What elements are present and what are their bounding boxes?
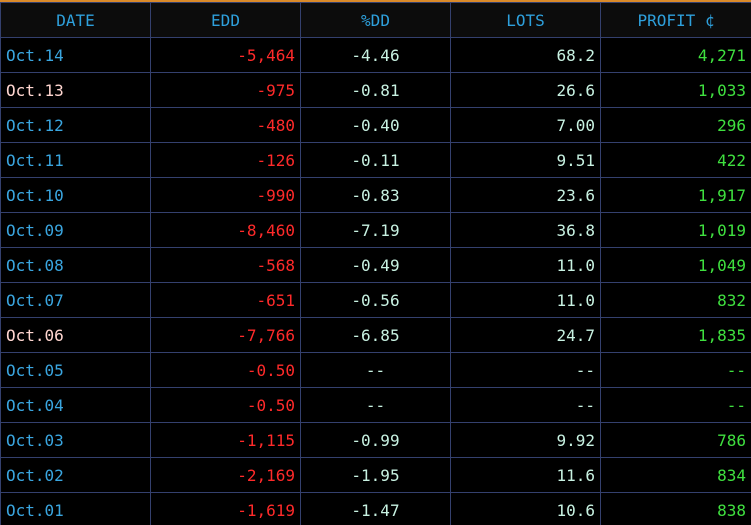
column-header: DATE [0, 2, 151, 38]
table-body: Oct.14 -5,464 -4.46 68.2 4,271 Oct.13 -975 -0.8… [0, 37, 751, 525]
table-cell: -- [300, 387, 451, 423]
table-cell: -- [600, 387, 751, 423]
table-cell: 422 [600, 142, 751, 178]
table-cell: -0.81 [300, 72, 451, 108]
table-cell: 9.92 [450, 422, 601, 458]
header-row: DATE EDD %DD LOTS PROFIT ¢ [0, 2, 751, 38]
table-cell: -0.40 [300, 107, 451, 143]
table-row: Oct.14 -5,464 -4.46 68.2 4,271 [0, 37, 751, 73]
table-cell: -0.49 [300, 247, 451, 283]
table-cell: -8,460 [150, 212, 301, 248]
table-row: Oct.10 -990 -0.83 23.6 1,917 [0, 177, 751, 213]
table-cell: -0.99 [300, 422, 451, 458]
table-cell: -0.11 [300, 142, 451, 178]
table-cell: 68.2 [450, 37, 601, 73]
table-cell: -6.85 [300, 317, 451, 353]
table-cell: Oct.05 [0, 352, 151, 388]
table-cell: -568 [150, 247, 301, 283]
table-row: Oct.13 -975 -0.81 26.6 1,033 [0, 72, 751, 108]
table-row: Oct.03 -1,115 -0.99 9.92 786 [0, 422, 751, 458]
table-cell: -1.95 [300, 457, 451, 493]
table-cell: 26.6 [450, 72, 601, 108]
table-cell: -5,464 [150, 37, 301, 73]
column-header: %DD [300, 2, 451, 38]
table-cell: 24.7 [450, 317, 601, 353]
table-cell: Oct.12 [0, 107, 151, 143]
table-cell: 1,019 [600, 212, 751, 248]
table-cell: 1,835 [600, 317, 751, 353]
column-header: PROFIT ¢ [600, 2, 751, 38]
table-cell: Oct.10 [0, 177, 151, 213]
table-cell: 23.6 [450, 177, 601, 213]
table-cell: -7,766 [150, 317, 301, 353]
table-cell: 296 [600, 107, 751, 143]
table-cell: Oct.09 [0, 212, 151, 248]
table-cell: 10.6 [450, 492, 601, 525]
table-cell: -7.19 [300, 212, 451, 248]
table-cell: -480 [150, 107, 301, 143]
table-cell: -651 [150, 282, 301, 318]
table-row: Oct.01 -1,619 -1.47 10.6 838 [0, 492, 751, 525]
table-cell: 1,917 [600, 177, 751, 213]
table-row: Oct.02 -2,169 -1.95 11.6 834 [0, 457, 751, 493]
table-row: Oct.08 -568 -0.49 11.0 1,049 [0, 247, 751, 283]
table-cell: 1,049 [600, 247, 751, 283]
table-cell: -126 [150, 142, 301, 178]
table-cell: -990 [150, 177, 301, 213]
table-cell: -0.50 [150, 352, 301, 388]
table-row: Oct.07 -651 -0.56 11.0 832 [0, 282, 751, 318]
table-row: Oct.05 -0.50 -- -- -- [0, 352, 751, 388]
table-cell: Oct.13 [0, 72, 151, 108]
table-cell: -- [450, 387, 601, 423]
table-cell: Oct.04 [0, 387, 151, 423]
table-cell: Oct.01 [0, 492, 151, 525]
table-cell: Oct.06 [0, 317, 151, 353]
table-cell: -2,169 [150, 457, 301, 493]
table-cell: 834 [600, 457, 751, 493]
table-row: Oct.09 -8,460 -7.19 36.8 1,019 [0, 212, 751, 248]
column-header: EDD [150, 2, 301, 38]
table-cell: -1.47 [300, 492, 451, 525]
table-cell: -- [300, 352, 451, 388]
table-cell: 11.0 [450, 282, 601, 318]
table-cell: 7.00 [450, 107, 601, 143]
table-cell: Oct.11 [0, 142, 151, 178]
table-cell: 11.0 [450, 247, 601, 283]
table-cell: 832 [600, 282, 751, 318]
table-cell: 9.51 [450, 142, 601, 178]
table-row: Oct.11 -126 -0.11 9.51 422 [0, 142, 751, 178]
table-cell: 1,033 [600, 72, 751, 108]
table-cell: 4,271 [600, 37, 751, 73]
table-row: Oct.04 -0.50 -- -- -- [0, 387, 751, 423]
table-cell: -0.83 [300, 177, 451, 213]
table-cell: Oct.03 [0, 422, 151, 458]
table-cell: 11.6 [450, 457, 601, 493]
table-cell: -0.56 [300, 282, 451, 318]
table-cell: Oct.07 [0, 282, 151, 318]
table-cell: -1,619 [150, 492, 301, 525]
table-cell: -4.46 [300, 37, 451, 73]
table-cell: 36.8 [450, 212, 601, 248]
table-cell: 786 [600, 422, 751, 458]
table-cell: -975 [150, 72, 301, 108]
table-cell: -1,115 [150, 422, 301, 458]
table-cell: -- [600, 352, 751, 388]
table-cell: -0.50 [150, 387, 301, 423]
column-header: LOTS [450, 2, 601, 38]
table-cell: 838 [600, 492, 751, 525]
table-cell: Oct.08 [0, 247, 151, 283]
table-cell: -- [450, 352, 601, 388]
table-cell: Oct.02 [0, 457, 151, 493]
table-cell: Oct.14 [0, 37, 151, 73]
table-row: Oct.06 -7,766 -6.85 24.7 1,835 [0, 317, 751, 353]
table-row: Oct.12 -480 -0.40 7.00 296 [0, 107, 751, 143]
